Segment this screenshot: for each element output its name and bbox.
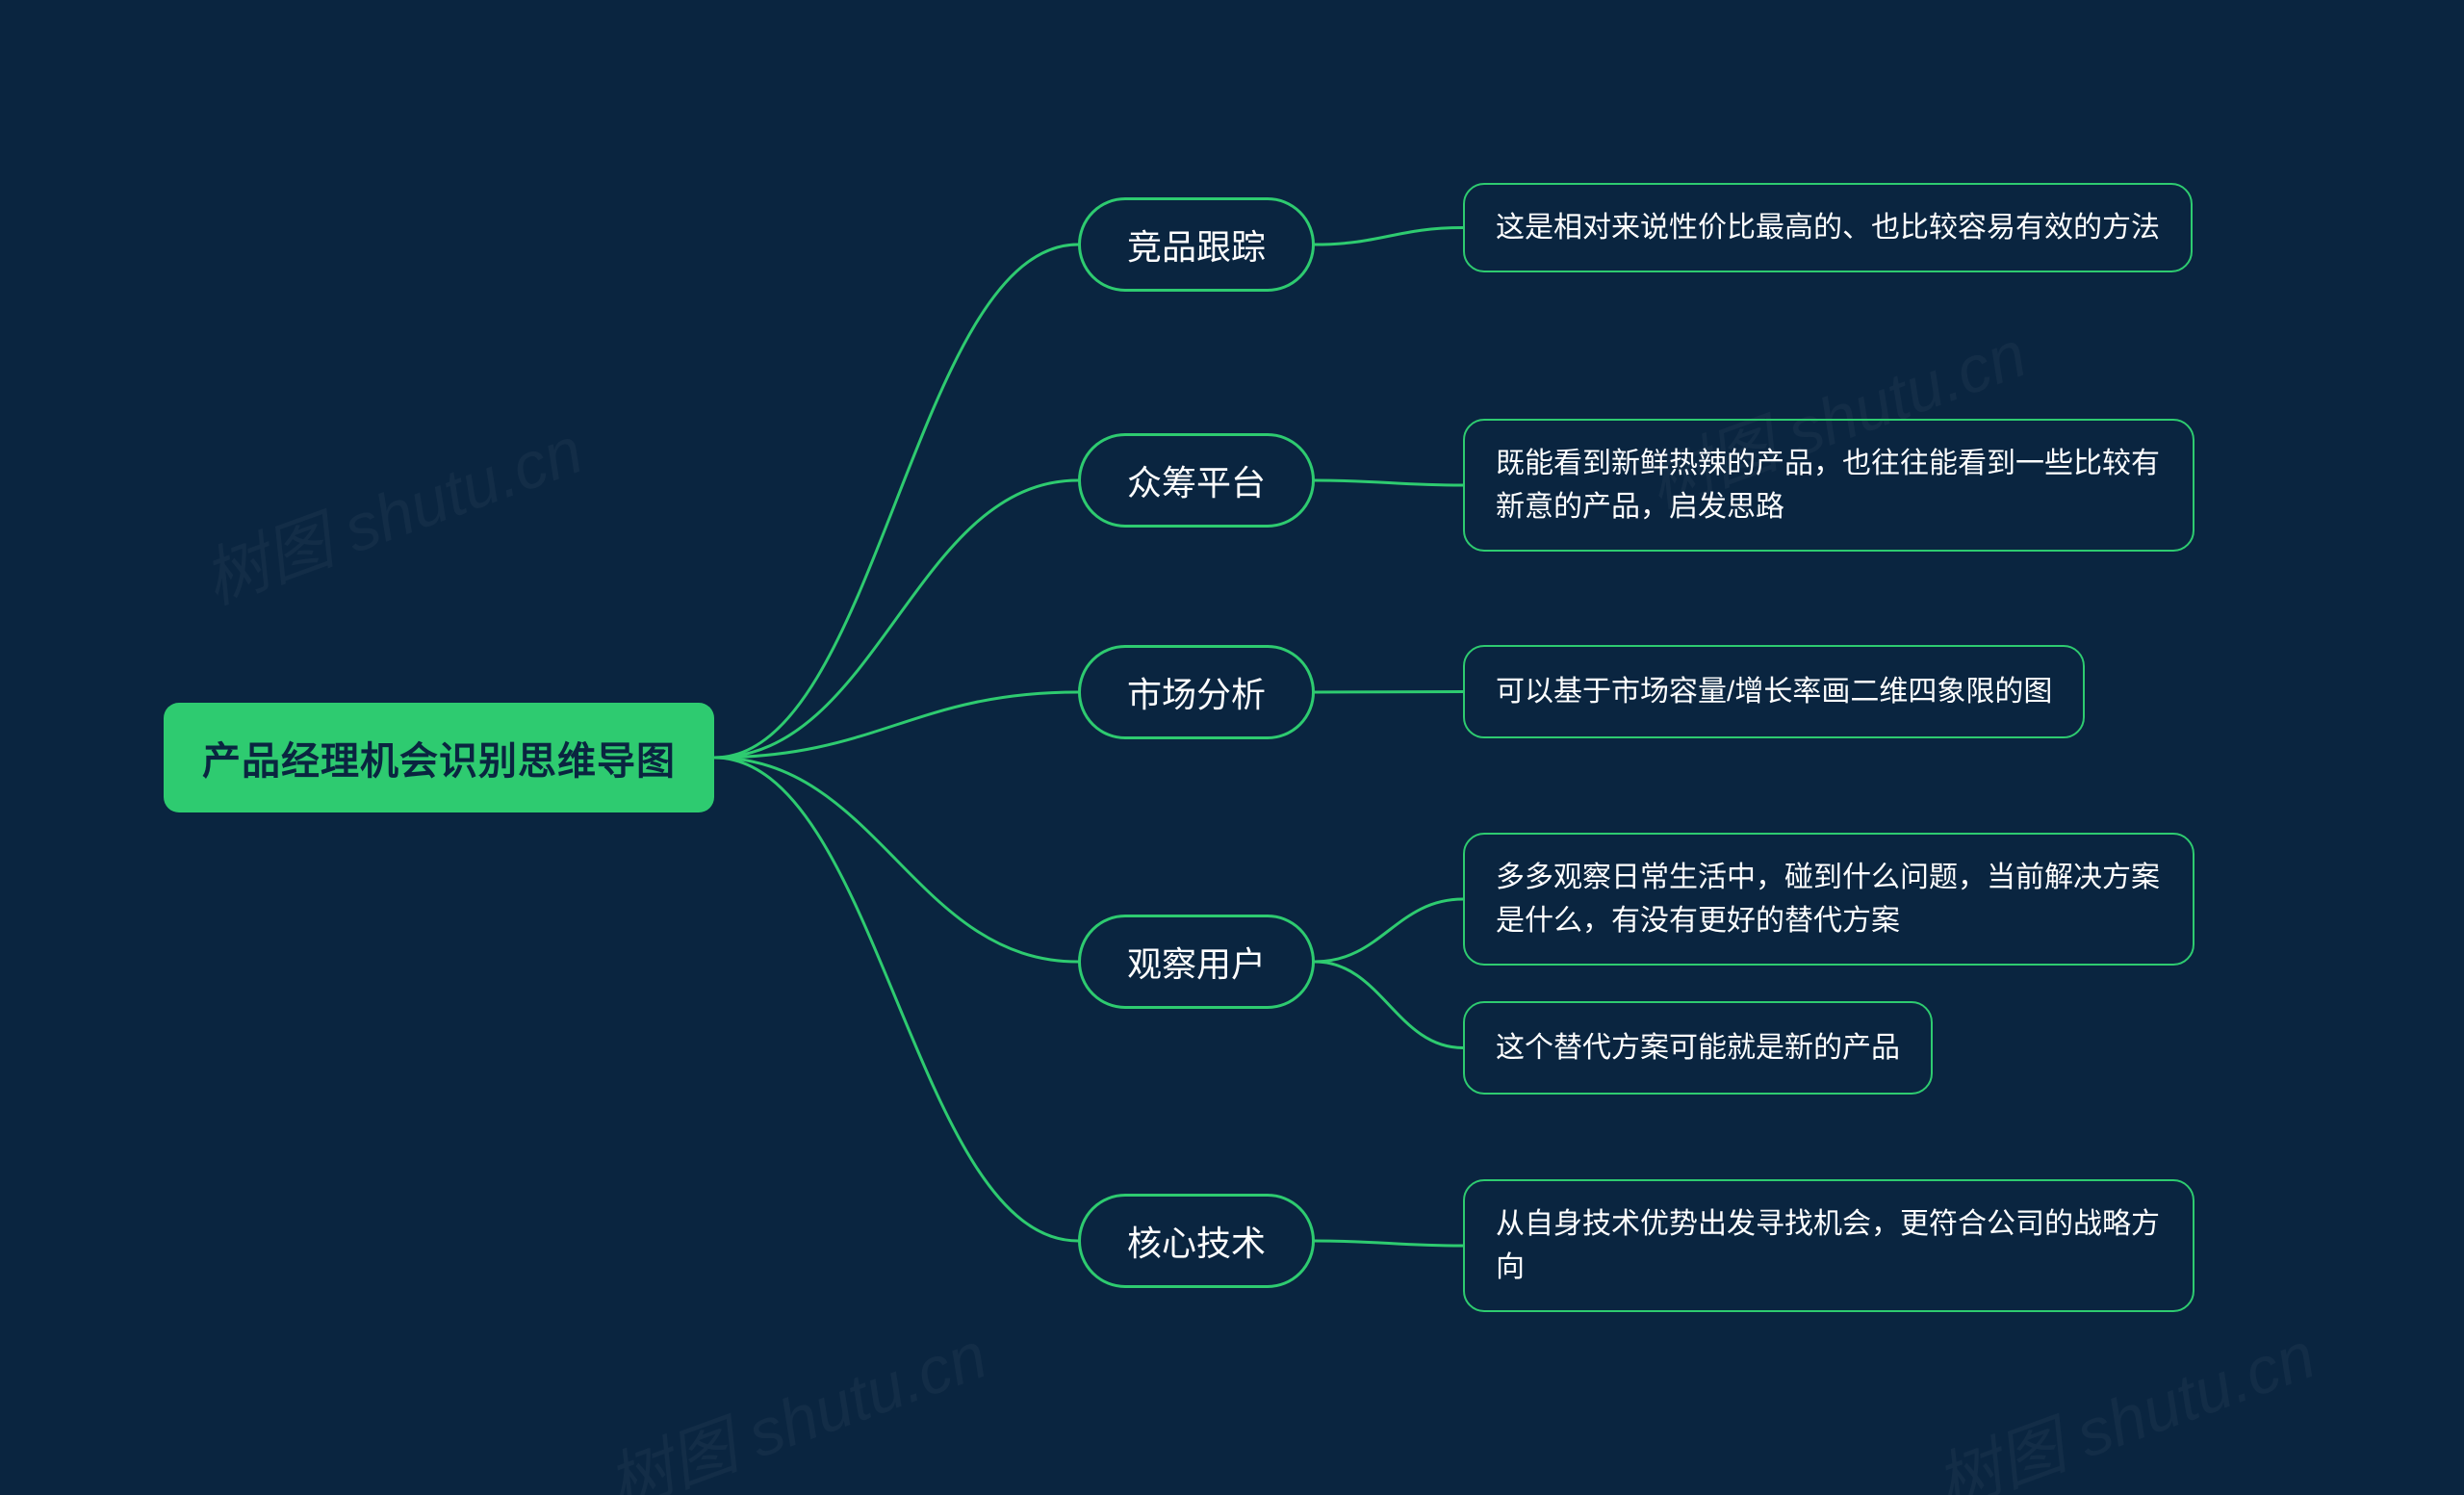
mindmap-canvas: 树图 shutu.cn 树图 shutu.cn 树图 shutu.cn 树图 s… bbox=[0, 0, 2464, 1495]
root-label: 产品经理机会识别思维导图 bbox=[202, 730, 676, 786]
leaf-crowdfunding-desc[interactable]: 既能看到新鲜热辣的产品，也往往能看到一些比较有新意的产品，启发思路 bbox=[1463, 419, 2194, 552]
leaf-text: 这个替代方案可能就是新的产品 bbox=[1496, 1026, 1900, 1070]
branch-label: 竞品跟踪 bbox=[1127, 219, 1266, 270]
branch-crowdfunding[interactable]: 众筹平台 bbox=[1078, 433, 1315, 528]
leaf-competitor-desc[interactable]: 这是相对来说性价比最高的、也比较容易有效的方法 bbox=[1463, 183, 2193, 272]
leaf-observe-desc-1[interactable]: 多多观察日常生活中，碰到什么问题，当前解决方案是什么，有没有更好的替代方案 bbox=[1463, 833, 2194, 966]
leaf-text: 这是相对来说性价比最高的、也比较容易有效的方法 bbox=[1496, 206, 2160, 249]
leaf-text: 多多观察日常生活中，碰到什么问题，当前解决方案是什么，有没有更好的替代方案 bbox=[1496, 856, 2162, 942]
leaf-market-desc[interactable]: 可以基于市场容量/增长率画二维四象限的图 bbox=[1463, 645, 2085, 738]
branch-label: 市场分析 bbox=[1127, 667, 1266, 717]
leaf-observe-desc-2[interactable]: 这个替代方案可能就是新的产品 bbox=[1463, 1001, 1933, 1095]
branch-label: 众筹平台 bbox=[1127, 455, 1266, 505]
leaf-text: 既能看到新鲜热辣的产品，也往往能看到一些比较有新意的产品，启发思路 bbox=[1496, 442, 2162, 528]
watermark: 树图 shutu.cn bbox=[1920, 1302, 2325, 1495]
watermark: 树图 shutu.cn bbox=[188, 398, 593, 623]
branch-label: 观察用户 bbox=[1127, 937, 1266, 987]
branch-market-analysis[interactable]: 市场分析 bbox=[1078, 645, 1315, 739]
branch-competitor-tracking[interactable]: 竞品跟踪 bbox=[1078, 197, 1315, 292]
branch-label: 核心技术 bbox=[1127, 1216, 1266, 1266]
leaf-text: 从自身技术优势出发寻找机会，更符合公司的战略方向 bbox=[1496, 1202, 2162, 1289]
leaf-core-tech-desc[interactable]: 从自身技术优势出发寻找机会，更符合公司的战略方向 bbox=[1463, 1179, 2194, 1312]
leaf-text: 可以基于市场容量/增长率画二维四象限的图 bbox=[1496, 670, 2052, 713]
branch-core-tech[interactable]: 核心技术 bbox=[1078, 1194, 1315, 1288]
branch-observe-users[interactable]: 观察用户 bbox=[1078, 915, 1315, 1009]
watermark: 树图 shutu.cn bbox=[592, 1302, 997, 1495]
root-node[interactable]: 产品经理机会识别思维导图 bbox=[164, 703, 714, 812]
